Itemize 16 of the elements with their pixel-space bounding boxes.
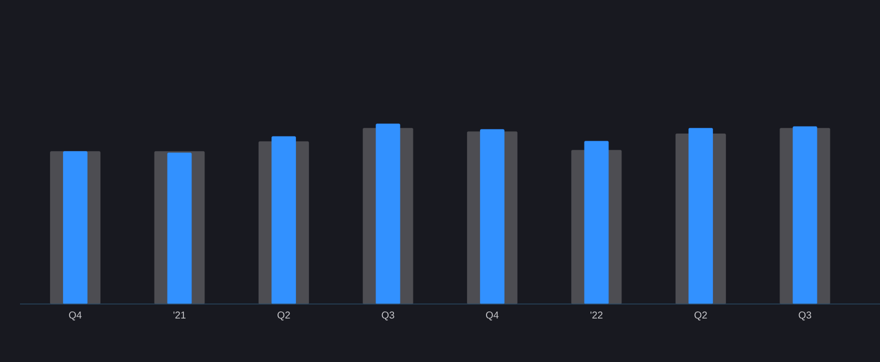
x-tick-label: Q3 — [798, 312, 812, 320]
x-tick-label: Q2 — [694, 312, 707, 320]
bar — [688, 128, 713, 304]
x-tick-label: Q4 — [69, 312, 82, 320]
x-tick-label: Q3 — [382, 312, 394, 320]
x-tick-label: Q4 — [486, 312, 499, 320]
bar — [272, 136, 296, 304]
bar — [63, 151, 88, 304]
bar — [167, 152, 192, 304]
x-tick-label: Q2 — [278, 312, 290, 320]
bar — [584, 140, 609, 304]
bar — [376, 124, 400, 304]
x-tick-label: '21 — [174, 312, 186, 318]
x-tick-label: '22 — [590, 312, 602, 318]
bar — [480, 129, 504, 304]
bar — [792, 126, 818, 304]
